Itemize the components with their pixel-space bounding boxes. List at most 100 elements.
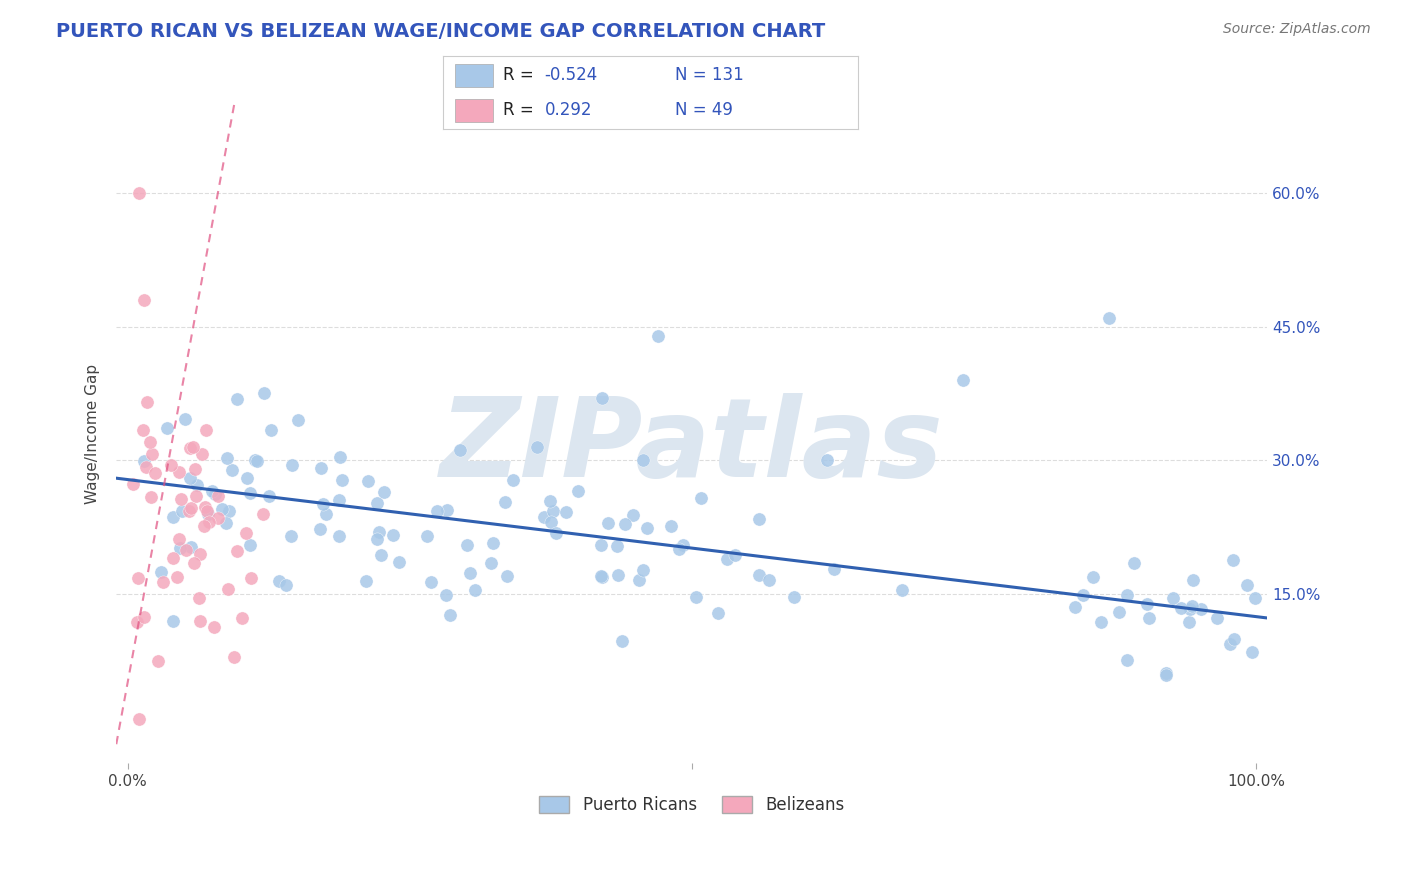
- Point: [659, 519, 682, 533]
- Point: [134, 293, 156, 307]
- Text: R =: R =: [503, 66, 538, 84]
- Point: [748, 512, 770, 526]
- Point: [783, 591, 806, 605]
- Point: [136, 394, 159, 409]
- Point: [167, 532, 190, 546]
- Point: [152, 575, 174, 590]
- Point: [235, 526, 257, 541]
- Point: [606, 539, 628, 553]
- Point: [257, 489, 280, 503]
- Point: [194, 500, 217, 514]
- Point: [668, 541, 690, 556]
- Point: [1243, 591, 1265, 605]
- Point: [134, 610, 156, 624]
- Point: [186, 489, 208, 503]
- Point: [434, 588, 457, 602]
- Point: [502, 473, 524, 487]
- Point: [1181, 599, 1204, 613]
- Point: [1090, 615, 1112, 630]
- Point: [202, 620, 225, 634]
- Point: [172, 504, 194, 518]
- Point: [1178, 601, 1201, 615]
- Point: [631, 563, 654, 577]
- Point: [464, 582, 486, 597]
- Point: [329, 450, 352, 464]
- Point: [381, 527, 404, 541]
- Point: [439, 608, 461, 623]
- Point: [482, 535, 505, 549]
- Point: [309, 461, 332, 475]
- Point: [1236, 578, 1258, 592]
- Point: [236, 471, 259, 485]
- Point: [207, 511, 229, 525]
- Point: [150, 565, 173, 579]
- Point: [526, 440, 548, 454]
- Point: [672, 537, 695, 551]
- Point: [312, 497, 335, 511]
- Point: [198, 516, 221, 530]
- Point: [201, 483, 224, 498]
- Point: [217, 582, 239, 597]
- Point: [823, 562, 845, 576]
- Point: [188, 548, 211, 562]
- Point: [240, 571, 263, 585]
- Point: [207, 489, 229, 503]
- Point: [1222, 553, 1244, 567]
- Point: [174, 542, 197, 557]
- Point: [184, 462, 207, 476]
- Point: [1241, 645, 1264, 659]
- Point: [211, 502, 233, 516]
- Point: [197, 507, 219, 521]
- Point: [388, 555, 411, 569]
- Point: [366, 532, 388, 546]
- Point: [591, 569, 613, 583]
- Text: 0.292: 0.292: [544, 102, 592, 120]
- Point: [195, 504, 218, 518]
- Point: [426, 503, 449, 517]
- Point: [420, 574, 443, 589]
- Point: [815, 453, 838, 467]
- Point: [183, 556, 205, 570]
- Point: [253, 385, 276, 400]
- Point: [139, 434, 162, 449]
- Point: [141, 490, 163, 504]
- Point: [607, 567, 630, 582]
- Point: [128, 186, 150, 201]
- Point: [193, 519, 215, 533]
- Point: [1137, 611, 1160, 625]
- Point: [540, 515, 562, 529]
- Point: [416, 529, 439, 543]
- Point: [177, 503, 200, 517]
- Point: [180, 500, 202, 515]
- Point: [166, 569, 188, 583]
- Point: [591, 570, 613, 584]
- Point: [156, 421, 179, 435]
- Legend: Puerto Ricans, Belizeans: Puerto Ricans, Belizeans: [533, 789, 851, 821]
- Point: [328, 529, 350, 543]
- Point: [623, 508, 645, 522]
- Point: [1115, 653, 1137, 667]
- Point: [309, 522, 332, 536]
- Text: -0.524: -0.524: [544, 66, 598, 84]
- Point: [723, 549, 745, 563]
- Point: [1205, 611, 1227, 625]
- Point: [281, 458, 304, 472]
- Point: [146, 654, 169, 668]
- Point: [162, 509, 184, 524]
- Point: [226, 544, 249, 558]
- Point: [132, 453, 155, 467]
- Point: [614, 516, 637, 531]
- Point: [541, 504, 564, 518]
- Text: R =: R =: [503, 102, 544, 120]
- Point: [221, 463, 243, 477]
- Point: [370, 549, 392, 563]
- Point: [170, 491, 193, 506]
- Point: [890, 582, 912, 597]
- Point: [267, 574, 290, 589]
- Point: [231, 610, 253, 624]
- Point: [706, 606, 728, 620]
- Point: [128, 712, 150, 726]
- Point: [1156, 666, 1178, 681]
- Point: [1181, 573, 1204, 587]
- Point: [591, 538, 613, 552]
